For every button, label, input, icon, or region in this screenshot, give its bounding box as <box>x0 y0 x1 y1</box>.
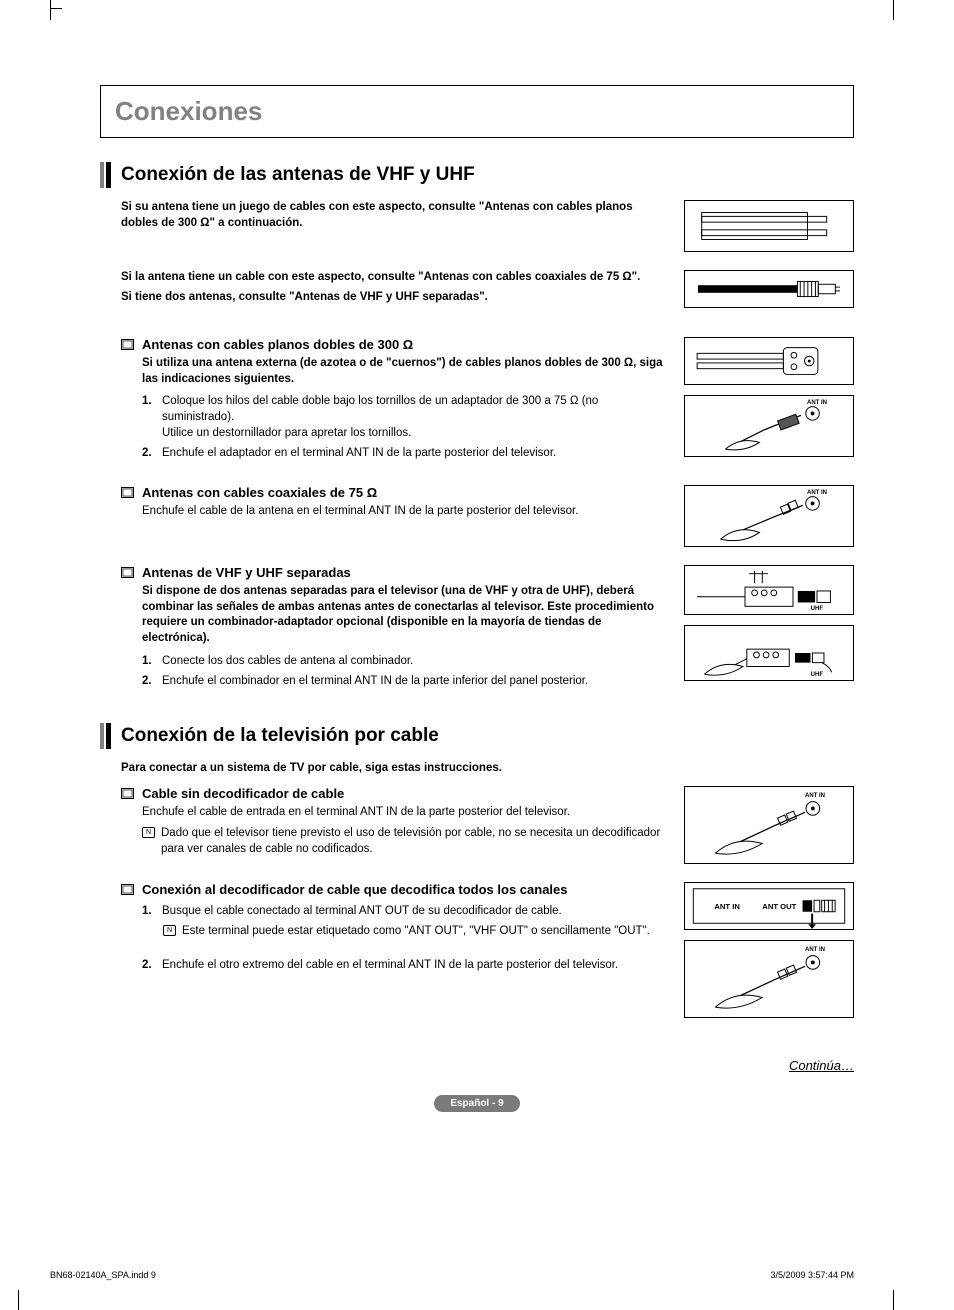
step-list: 1.Coloque los hilos del cable doble bajo… <box>142 393 672 461</box>
figure-label: UHF <box>811 606 823 612</box>
footer-filename: BN68-02140A_SPA.indd 9 <box>50 1270 156 1280</box>
subsection-title: Cable sin decodificador de cable <box>142 786 344 801</box>
page-footer: BN68-02140A_SPA.indd 9 3/5/2009 3:57:44 … <box>50 1270 854 1280</box>
figure-label: ANT IN <box>805 947 825 953</box>
heading-bar-icon <box>100 162 111 188</box>
crop-mark <box>893 1290 894 1310</box>
heading-bar-icon <box>100 723 111 749</box>
continue-text: Continúa… <box>100 1058 854 1073</box>
figure-plug-antin: ANT IN <box>684 395 854 457</box>
subsection-title: Antenas con cables planos dobles de 300 … <box>142 337 413 352</box>
figure-label: ANT IN <box>807 490 827 496</box>
page-title: Conexiones <box>115 96 839 127</box>
crop-mark <box>18 1290 19 1310</box>
section-heading-antennas: Conexión de las antenas de VHF y UHF <box>100 162 854 188</box>
page-title-box: Conexiones <box>100 85 854 138</box>
bullet-icon <box>121 884 134 895</box>
figure-combiner-plug: UHF <box>684 625 854 681</box>
figure-label: ANT IN <box>807 400 827 406</box>
subsection-lead: Si utiliza una antena externa (de azotea… <box>142 356 672 387</box>
subsection-body: Enchufe el cable de entrada en el termin… <box>142 805 672 821</box>
step-text: Enchufe el otro extremo del cable en el … <box>162 957 618 973</box>
figure-plug-antin: ANT IN <box>684 786 854 864</box>
step-text: Busque el cable conectado al terminal AN… <box>162 903 562 919</box>
intro-text: Si su antena tiene un juego de cables co… <box>121 200 651 231</box>
figure-label: ANT IN <box>805 793 825 799</box>
page-body: Conexiones Conexión de las antenas de VH… <box>0 0 954 1152</box>
figure-label: UHF <box>811 672 823 678</box>
crop-mark <box>893 0 894 20</box>
figure-coax-cable <box>684 270 854 308</box>
figure-cable-box: ANT IN ANT OUT <box>684 882 854 930</box>
step-text: Enchufe el combinador en el terminal ANT… <box>162 673 588 689</box>
crop-mark <box>50 0 51 20</box>
step-text: Utilice un destornillador para apretar l… <box>162 427 411 439</box>
step-list: 1.Busque el cable conectado al terminal … <box>142 903 672 919</box>
figure-adapter <box>684 337 854 385</box>
subsection-75ohm: Antenas con cables coaxiales de 75 Ω Enc… <box>100 485 854 547</box>
figure-label: ANT OUT <box>762 902 796 911</box>
step-text: Conecte los dos cables de antena al comb… <box>162 653 413 669</box>
section-title: Conexión de la televisión por cable <box>121 723 439 749</box>
note-icon: N <box>142 827 155 838</box>
crop-mark <box>50 8 62 9</box>
step-list: 2.Enchufe el otro extremo del cable en e… <box>142 957 672 973</box>
figure-label: ANT IN <box>714 902 740 911</box>
subsection-title: Conexión al decodificador de cable que d… <box>142 882 568 897</box>
figure-plug-antin: ANT IN <box>684 485 854 547</box>
intro-text: Si la antena tiene un cable con este asp… <box>121 270 651 286</box>
subsection-vhf-uhf: Antenas de VHF y UHF separadas Si dispon… <box>100 565 854 694</box>
step-list: 1.Conecte los dos cables de antena al co… <box>142 653 672 689</box>
figure-twinlead-cable <box>684 200 854 252</box>
note-text: Dado que el televisor tiene previsto el … <box>161 825 672 857</box>
subsection-title: Antenas de VHF y UHF separadas <box>142 565 351 580</box>
bullet-icon <box>121 567 134 578</box>
note-text: Este terminal puede estar etiquetado com… <box>182 923 650 939</box>
subsection-title: Antenas con cables coaxiales de 75 Ω <box>142 485 377 500</box>
subsection-no-decoder: Cable sin decodificador de cable Enchufe… <box>100 786 854 864</box>
page-number-badge: Español - 9 <box>100 1093 854 1112</box>
bullet-icon <box>121 487 134 498</box>
section-title: Conexión de las antenas de VHF y UHF <box>121 162 475 188</box>
section-heading-cable: Conexión de la televisión por cable <box>100 723 854 749</box>
note-icon: N <box>163 925 176 936</box>
figure-combiner: UHF <box>684 565 854 615</box>
footer-timestamp: 3/5/2009 3:57:44 PM <box>770 1270 854 1280</box>
subsection-lead: Si dispone de dos antenas separadas para… <box>142 584 672 646</box>
step-text: Coloque los hilos del cable doble bajo l… <box>162 395 598 423</box>
figure-plug-antin: ANT IN <box>684 940 854 1018</box>
intro-row-2: Si la antena tiene un cable con este asp… <box>100 270 854 319</box>
bullet-icon <box>121 339 134 350</box>
bullet-icon <box>121 788 134 799</box>
page-number: Español - 9 <box>434 1095 519 1112</box>
intro-row-1: Si su antena tiene un juego de cables co… <box>100 200 854 252</box>
intro-text: Si tiene dos antenas, consulte "Antenas … <box>121 290 651 306</box>
intro-text: Para conectar a un sistema de TV por cab… <box>121 761 651 777</box>
subsection-decoder-all: Conexión al decodificador de cable que d… <box>100 882 854 1018</box>
subsection-body: Enchufe el cable de la antena en el term… <box>142 504 672 520</box>
subsection-300ohm: Antenas con cables planos dobles de 300 … <box>100 337 854 467</box>
step-text: Enchufe el adaptador en el terminal ANT … <box>162 445 556 461</box>
